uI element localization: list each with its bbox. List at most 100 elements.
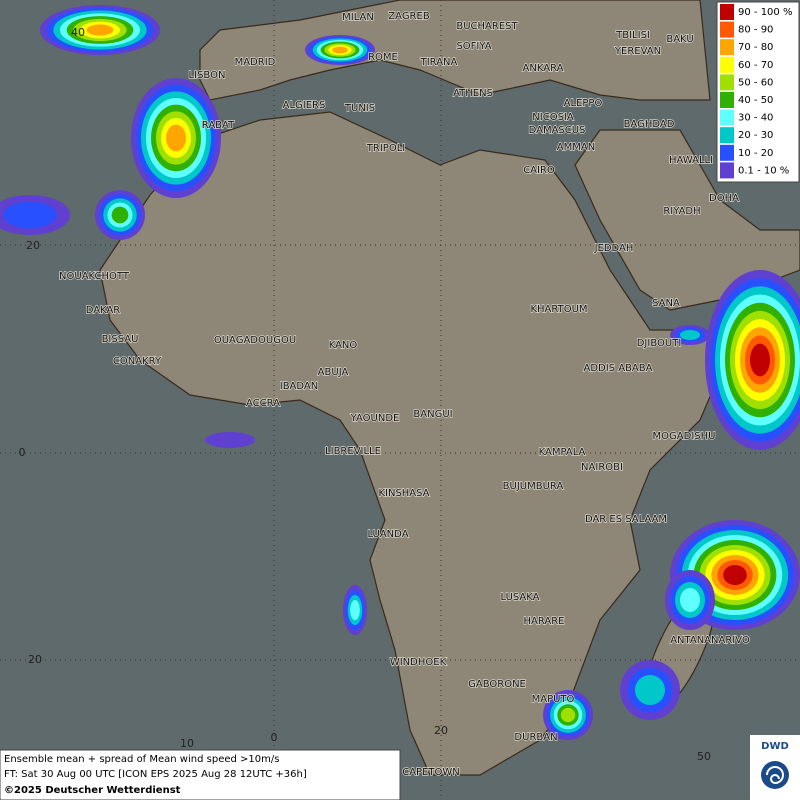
city-label: ZAGREB <box>388 11 430 22</box>
city-label: KINSHASA <box>378 488 429 499</box>
city-label: YAOUNDE <box>350 413 400 424</box>
city-label: NICOSIA <box>532 112 574 123</box>
wind-area <box>680 588 700 612</box>
wind-area <box>86 24 114 36</box>
city-label: DAMASCUS <box>529 125 586 136</box>
wind-area <box>111 206 129 224</box>
city-label: NAIROBI <box>581 462 623 473</box>
logo-text: DWD <box>761 741 789 752</box>
city-label: HAWALLI <box>669 155 713 166</box>
city-label: DAR ES SALAAM <box>585 514 667 525</box>
wind-area <box>205 432 255 448</box>
logo-swirl <box>766 766 784 785</box>
wind-area <box>635 675 665 705</box>
city-label: ATHENS <box>453 88 493 99</box>
lat-label: 20 <box>26 239 40 252</box>
legend-swatch <box>720 39 734 56</box>
footer: Ensemble mean + spread of Mean wind spee… <box>0 749 401 801</box>
city-label: GABORONE <box>468 679 526 690</box>
city-label: RIYADH <box>663 206 700 217</box>
city-label: ALGIERS <box>283 100 326 111</box>
city-label: LUANDA <box>367 529 408 540</box>
city-label: BAGHDAD <box>624 119 675 130</box>
city-label: TBILISI <box>615 30 650 41</box>
footer-line: Ensemble mean + spread of Mean wind spee… <box>4 754 279 765</box>
footer-line: ©2025 Deutscher Wetterdienst <box>4 785 181 796</box>
wind-area <box>3 201 57 229</box>
legend-swatch <box>720 56 734 73</box>
city-label: ADDIS ABABA <box>584 363 653 374</box>
wind-area <box>166 124 186 152</box>
city-label: MILAN <box>342 12 374 23</box>
legend-swatch <box>720 74 734 91</box>
lon-label: 50 <box>697 750 711 763</box>
city-label: LIBREVILLE <box>325 446 381 457</box>
wind-area <box>560 707 576 723</box>
wind-area <box>750 343 770 377</box>
city-label: SANA <box>652 298 680 309</box>
lon-label: 10 <box>180 737 194 750</box>
city-label: ACCRA <box>246 398 280 409</box>
city-label: SOFIYA <box>456 41 491 52</box>
dwd-logo: DWD <box>750 735 800 800</box>
legend-swatch <box>720 4 734 20</box>
lat-label: 20 <box>28 653 42 666</box>
city-label: BUCHAREST <box>456 21 518 32</box>
wind-areas <box>0 5 800 740</box>
city-label: ALEPPO <box>564 98 603 109</box>
legend-swatch <box>720 109 734 126</box>
footer-line: FT: Sat 30 Aug 00 UTC [ICON EPS 2025 Aug… <box>4 769 307 780</box>
legend-label: 70 - 80 <box>738 42 773 53</box>
labels: MILAN ZAGREB BUCHAREST SOFIYA TBILISI BAKU YER… <box>19 10 796 779</box>
city-label: LUSAKA <box>501 592 540 603</box>
city-label: CAIRO <box>523 165 555 176</box>
city-label: YEREVAN <box>614 46 661 57</box>
legend-label: 50 - 60 <box>738 77 773 88</box>
city-label: OUAGADOUGOU <box>214 335 296 346</box>
city-label: LISBON <box>189 70 226 81</box>
legend-label: 30 - 40 <box>738 113 773 124</box>
city-label: KHARTOUM <box>530 304 587 315</box>
city-label: MOGADISHU <box>653 431 716 442</box>
city-label: DAKAR <box>86 305 121 316</box>
city-label: MADRID <box>235 57 276 68</box>
city-label: KAMPALA <box>539 447 586 458</box>
legend-swatch <box>720 162 734 179</box>
legend: 90 - 100 % 80 - 90 70 - 80 60 - 70 50 - 60 40… <box>716 1 800 183</box>
legend-label: 40 - 50 <box>738 95 773 106</box>
city-label: BUJUMBURA <box>503 481 564 492</box>
europe <box>199 0 711 101</box>
city-label: JEDDAH <box>594 243 634 254</box>
legend-label: 90 - 100 % <box>738 7 792 18</box>
city-label: ANTANANARIVO <box>670 635 750 646</box>
city-label: AMMAN <box>557 142 595 153</box>
city-label: HARARE <box>523 616 564 627</box>
city-label: DOHA <box>709 193 739 204</box>
legend-label: 0.1 - 10 % <box>738 165 789 176</box>
legend-swatch <box>720 127 734 144</box>
wind-area <box>350 600 360 620</box>
wind-area <box>680 330 700 340</box>
legend-label: 10 - 20 <box>738 148 773 159</box>
lat-label: 0 <box>19 446 26 459</box>
lon-label: 20 <box>434 724 448 737</box>
city-label: BAKU <box>666 34 693 45</box>
city-label: ABUJA <box>318 367 349 378</box>
city-label: IBADAN <box>280 381 319 392</box>
city-label: TUNIS <box>344 103 375 114</box>
city-label: ANKARA <box>523 63 564 74</box>
city-label: CAPETOWN <box>402 767 460 778</box>
legend-swatch <box>720 92 734 108</box>
lat-label: 40 <box>71 26 85 39</box>
legend-swatch <box>720 144 734 161</box>
legend-label: 20 - 30 <box>738 130 773 141</box>
city-label: DJIBOUTI <box>637 338 682 349</box>
city-label: TRIPOLI <box>366 143 405 154</box>
city-label: CONAKRY <box>113 356 162 367</box>
city-label: WINDHOEK <box>390 657 447 668</box>
city-label: RABAT <box>202 120 235 131</box>
city-label: KANO <box>329 340 358 351</box>
wind-area <box>723 565 747 585</box>
